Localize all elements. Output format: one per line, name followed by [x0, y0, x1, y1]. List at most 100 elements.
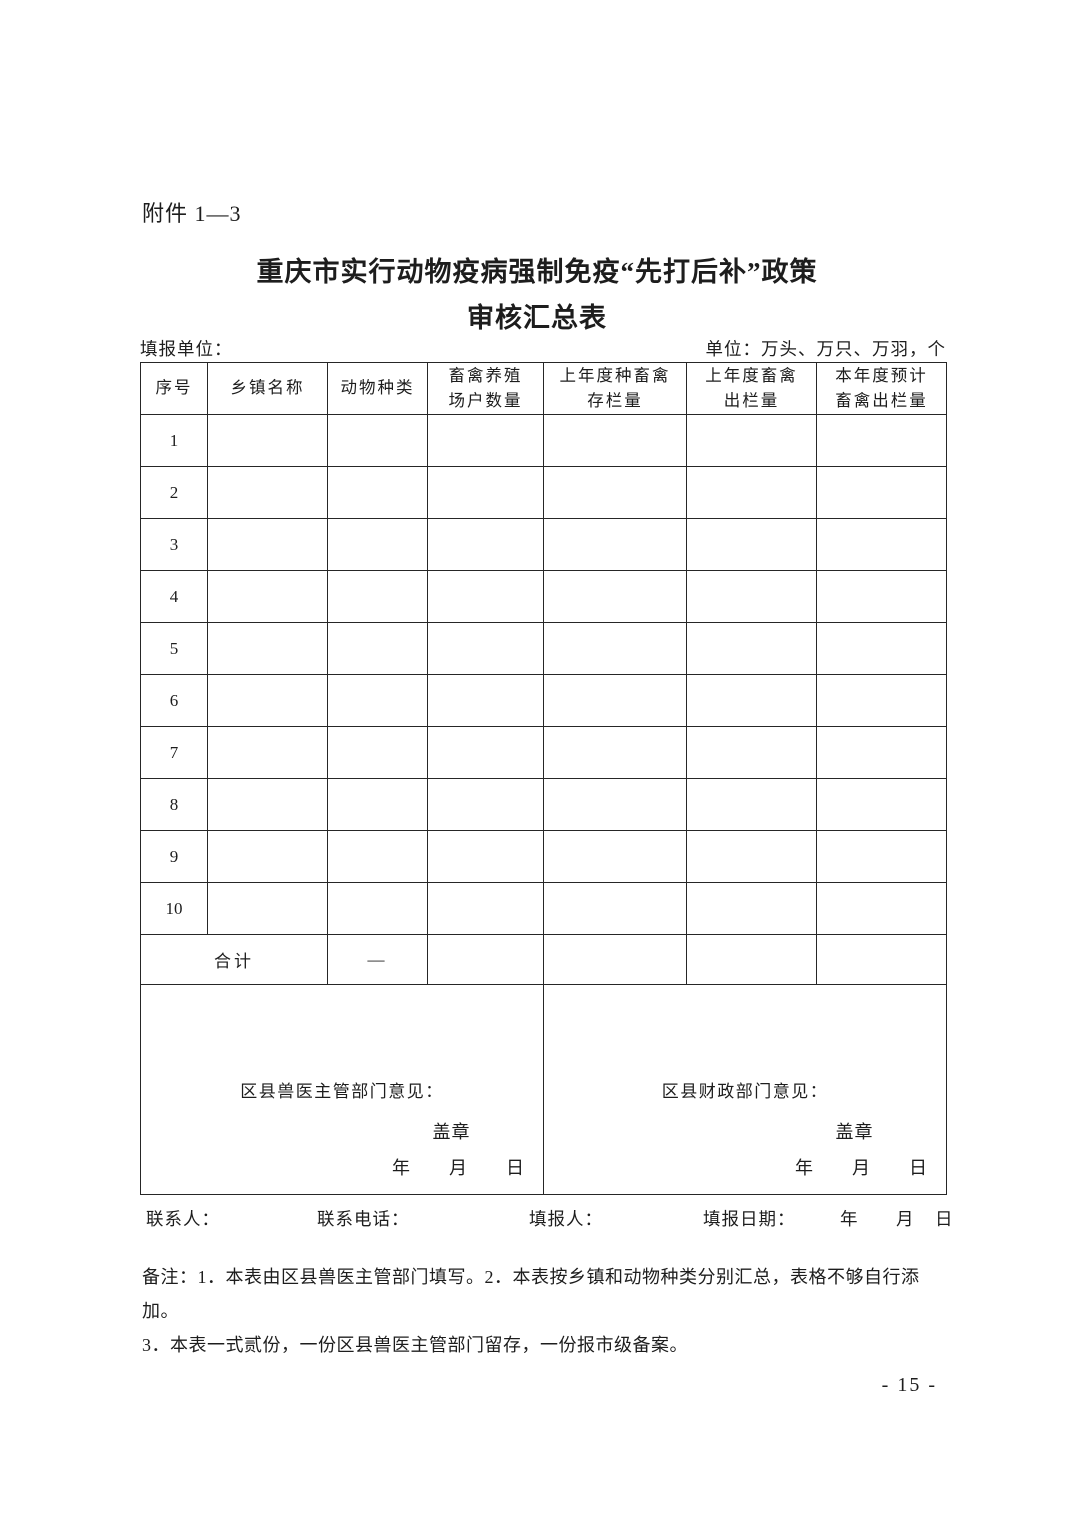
data-cell [816, 726, 947, 779]
finance-seal-area: 盖章 年 月 日 [733, 1118, 928, 1180]
table-row: 10 [140, 882, 947, 935]
table-row: 4 [140, 570, 947, 623]
data-cell [543, 726, 687, 779]
finance-opinion-label: 区县财政部门意见： [661, 1082, 829, 1101]
data-cell [327, 674, 428, 727]
row-number-cell: 4 [140, 570, 208, 623]
data-cell [427, 934, 544, 985]
total-label-cell: 合计 [140, 934, 328, 985]
document-title-line1: 重庆市实行动物疫病强制免疫“先打后补”政策 [256, 257, 818, 287]
meta-row: 填报单位： 单位：万头、万只、万羽，个 [140, 336, 946, 361]
data-cell [686, 674, 817, 727]
note-line-1: 备注：1．本表由区县兽医主管部门填写。2．本表按乡镇和动物种类分别汇总，表格不够… [142, 1267, 920, 1321]
day-label: 日 [935, 1209, 954, 1229]
table-row: 2 [140, 466, 947, 519]
data-cell [207, 778, 328, 831]
fill-date-label: 填报日期： [703, 1209, 796, 1229]
row-number-cell: 2 [140, 466, 208, 519]
row-number-cell: 5 [140, 622, 208, 675]
data-cell [327, 622, 428, 675]
finance-opinion-cell: 区县财政部门意见： 盖章 年 月 日 [543, 984, 947, 1195]
form-filler-label: 填报人： [529, 1209, 603, 1229]
summary-table: 序号 乡镇名称 动物种类 畜禽养殖 场户数量 上年度种畜禽 存栏量 上年度畜禽 … [140, 362, 947, 1195]
data-cell [427, 622, 544, 675]
data-cell [427, 466, 544, 519]
data-cell [427, 674, 544, 727]
data-cell [816, 622, 947, 675]
row-number-cell: 8 [140, 778, 208, 831]
data-cell [816, 934, 947, 985]
data-cell [686, 726, 817, 779]
row-number-cell: 7 [140, 726, 208, 779]
filling-unit-label: 填报单位： [140, 339, 233, 359]
data-cell [327, 778, 428, 831]
data-cell [816, 414, 947, 467]
data-cell [686, 778, 817, 831]
data-cell [686, 934, 817, 985]
data-cell [207, 882, 328, 935]
data-cell [816, 882, 947, 935]
seal-date: 年 月 日 [795, 1158, 928, 1178]
data-cell [327, 518, 428, 571]
table-row: 1 [140, 414, 947, 467]
data-cell [686, 622, 817, 675]
data-cell [543, 570, 687, 623]
veterinary-opinion-cell: 区县兽医主管部门意见： 盖章 年 月 日 [140, 984, 544, 1195]
table-row: 5 [140, 622, 947, 675]
document-title-line2: 审核汇总表 [467, 303, 607, 333]
data-cell [686, 414, 817, 467]
veterinary-opinion-label: 区县兽医主管部门意见： [240, 1082, 444, 1101]
row-number-cell: 1 [140, 414, 208, 467]
data-cell [327, 570, 428, 623]
table-row: 6 [140, 674, 947, 727]
attachment-label: 附件 1—3 [142, 201, 242, 226]
data-cell [207, 726, 328, 779]
data-cell [207, 830, 328, 883]
data-cell [543, 674, 687, 727]
data-cell [543, 622, 687, 675]
table-header-row: 序号 乡镇名称 动物种类 畜禽养殖 场户数量 上年度种畜禽 存栏量 上年度畜禽 … [140, 362, 947, 415]
data-cell [543, 882, 687, 935]
data-cell [816, 674, 947, 727]
contact-person-label: 联系人： [146, 1209, 220, 1229]
header-last-year-output: 上年度畜禽 出栏量 [686, 362, 817, 415]
seal-date: 年 月 日 [392, 1158, 525, 1178]
month-label: 月 [896, 1209, 915, 1229]
data-cell [427, 414, 544, 467]
data-cell [427, 778, 544, 831]
notes-block: 备注：1．本表由区县兽医主管部门填写。2．本表按乡镇和动物种类分别汇总，表格不够… [142, 1260, 954, 1362]
row-number-cell: 9 [140, 830, 208, 883]
data-cell [686, 518, 817, 571]
data-cell [327, 414, 428, 467]
data-cell [327, 466, 428, 519]
data-cell [816, 830, 947, 883]
data-cell [427, 830, 544, 883]
header-breeding-stock: 上年度种畜禽 存栏量 [543, 362, 687, 415]
data-cell [543, 830, 687, 883]
header-expected-output: 本年度预计 畜禽出栏量 [816, 362, 947, 415]
row-number-cell: 6 [140, 674, 208, 727]
data-cell [327, 726, 428, 779]
data-cell [207, 414, 328, 467]
data-cell [686, 466, 817, 519]
total-row: 合计 — [140, 934, 947, 985]
data-cell [543, 414, 687, 467]
data-cell [816, 466, 947, 519]
data-cell [207, 570, 328, 623]
table-row: 7 [140, 726, 947, 779]
data-cell [816, 518, 947, 571]
data-cell [686, 830, 817, 883]
data-cell [816, 570, 947, 623]
data-cell [327, 882, 428, 935]
data-cell [686, 570, 817, 623]
contact-phone-label: 联系电话： [317, 1209, 410, 1229]
row-number-cell: 10 [140, 882, 208, 935]
data-cell [207, 466, 328, 519]
veterinary-seal-area: 盖章 年 月 日 [330, 1118, 525, 1180]
data-cell [543, 778, 687, 831]
data-cell [427, 726, 544, 779]
data-cell [427, 882, 544, 935]
data-cell [207, 674, 328, 727]
data-cell [686, 882, 817, 935]
